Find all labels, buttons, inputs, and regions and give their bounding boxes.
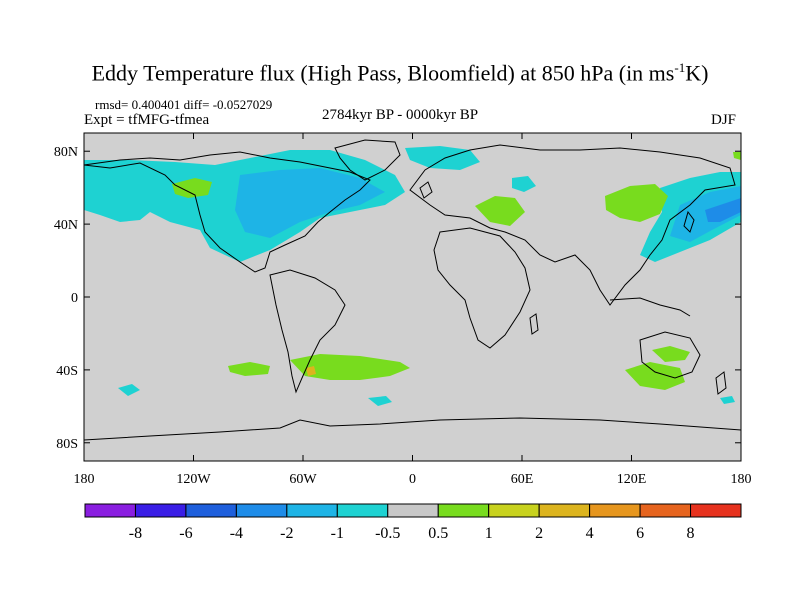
colorbar-swatch	[589, 503, 641, 518]
coast-new-zealand	[715, 371, 727, 395]
colorbar-swatch	[538, 503, 591, 518]
colorbar-label: 4	[586, 525, 594, 542]
colorbar-swatch	[84, 503, 136, 518]
experiment-label: Expt = tfMFG-tfmea	[84, 112, 210, 128]
colorbar-swatch	[437, 503, 490, 518]
colorbar-label: -6	[179, 525, 192, 542]
season-label: DJF	[711, 112, 737, 128]
lon-tick-label: 120W	[176, 472, 211, 487]
colorbar-swatch	[690, 503, 742, 518]
colorbar-swatch	[286, 503, 338, 518]
region-arctic-green	[733, 152, 741, 160]
region-npac-east-blue	[670, 186, 741, 242]
coast-antarctica	[83, 417, 742, 441]
lon-tick-label: 180	[731, 472, 752, 487]
region-aus-south-green	[652, 346, 690, 362]
region-satl-green	[290, 354, 410, 380]
colorbar-swatch	[488, 503, 540, 518]
colorbar-label: 6	[636, 525, 644, 542]
region-nam-green	[172, 178, 212, 198]
region-sio-cyan	[368, 396, 392, 406]
region-nam-blue	[235, 168, 385, 238]
region-satl-orange	[306, 366, 316, 376]
coast-africa	[433, 227, 531, 349]
colorbar-label: -4	[230, 525, 243, 542]
lat-tick-label: 0	[71, 291, 78, 306]
region-npac-east-blue2	[705, 198, 741, 222]
coast-south-america	[269, 269, 346, 394]
colorbar-swatch	[639, 503, 692, 518]
colorbar-swatch	[387, 503, 439, 518]
colorbar-swatch	[185, 503, 237, 518]
stats-text: rmsd= 0.400401 diff= -0.0527029	[95, 97, 273, 112]
region-asia-green	[605, 184, 668, 222]
colorbar-label: -0.5	[375, 525, 400, 542]
colorbar-swatch	[235, 503, 288, 518]
colorbar-label: -8	[129, 525, 142, 542]
lon-ticks: 180 120W 60W 0 60E 120E 180	[74, 133, 752, 487]
plot-title: Eddy Temperature flux (High Pass, Bloomf…	[91, 60, 709, 86]
coast-madagascar	[529, 313, 539, 335]
region-spac-cyan	[118, 384, 140, 396]
lat-tick-label: 40N	[54, 218, 78, 233]
coast-north-america	[83, 151, 371, 273]
lat-tick-label: 80S	[56, 437, 78, 452]
coast-japan	[683, 210, 695, 233]
colorbar: -8 -6 -4 -2 -1 -0.5 0.5 1 2 4 6 8	[84, 503, 742, 542]
coast-australia	[639, 331, 701, 379]
region-europe-green	[475, 196, 525, 226]
anomaly-regions	[84, 146, 741, 406]
coast-indonesia	[609, 297, 691, 317]
lat-ticks: 80N 40N 0 40S 80S	[54, 145, 741, 452]
lon-tick-label: 60E	[511, 472, 534, 487]
map-frame-group: 180 120W 60W 0 60E 120E 180 80N 40N 0 40S 80S	[54, 132, 752, 487]
colorbar-label: -2	[280, 525, 293, 542]
colorbar-label: 8	[687, 525, 695, 542]
lat-tick-label: 80N	[54, 145, 78, 160]
coast-eurasia	[409, 144, 736, 306]
coast-uk	[419, 181, 433, 199]
colorbar-label: -1	[331, 525, 344, 542]
period-label: 2784kyr BP - 0000kyr BP	[322, 107, 479, 123]
colorbar-label: 1	[485, 525, 493, 542]
colorbar-label: 0.5	[428, 525, 448, 542]
colorbar-swatch	[134, 503, 187, 518]
lon-tick-label: 180	[74, 472, 95, 487]
coast-greenland	[334, 139, 401, 181]
lat-tick-label: 40S	[56, 364, 78, 379]
colorbar-label: 2	[535, 525, 543, 542]
lon-tick-label: 60W	[289, 472, 317, 487]
region-sio-cyan2	[720, 396, 735, 404]
region-scand-cyan	[405, 146, 480, 170]
colorbar-swatch	[336, 503, 389, 518]
lon-tick-label: 0	[409, 472, 416, 487]
region-ural-cyan	[512, 176, 536, 192]
region-spac-green	[228, 362, 270, 376]
lon-tick-label: 120E	[617, 472, 647, 487]
coastlines	[83, 139, 742, 441]
region-aus-green	[625, 362, 685, 390]
